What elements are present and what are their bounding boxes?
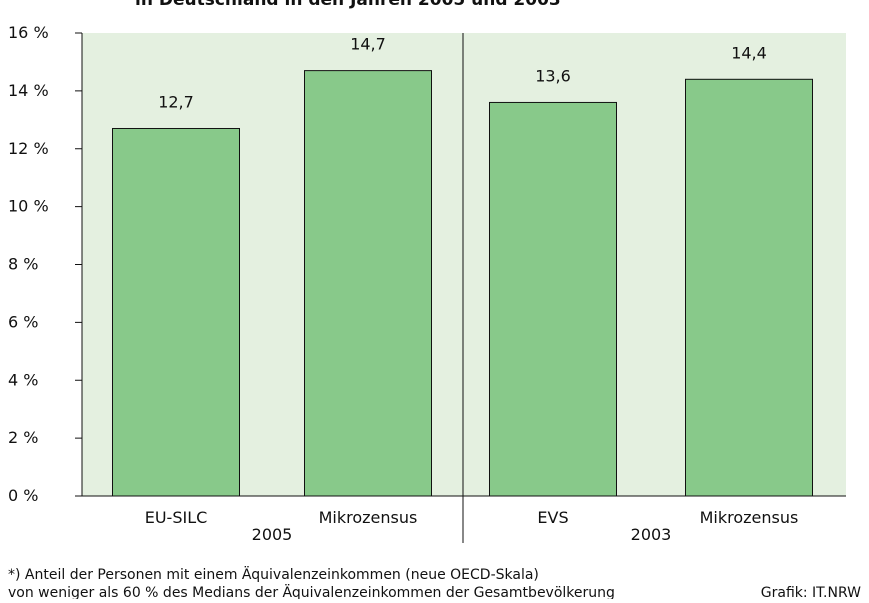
y-axis-ticks [75, 32, 82, 497]
y-axis-tick-label: 10 % [8, 197, 49, 216]
bar-value-label: 12,7 [158, 92, 194, 111]
y-axis-tick-label: 4 % [8, 370, 38, 389]
chart-title: in Deutschland in den Jahren 2005 und 20… [135, 0, 561, 10]
x-axis-group-label: 2003 [631, 525, 672, 544]
bar-value-label: 14,4 [731, 43, 767, 62]
x-axis-group-labels: 2005 2003 [252, 525, 672, 544]
x-axis-category-label: Mikrozensus [700, 508, 799, 527]
bar-value-label: 13,6 [535, 66, 571, 85]
bar [304, 70, 432, 497]
footnote-line-2: von weniger als 60 % des Medians der Äqu… [8, 583, 615, 599]
y-axis-tick-label: 2 % [8, 428, 38, 447]
value-labels: 12,7 14,7 13,6 14,4 [158, 35, 767, 112]
y-axis-tick-label: 6 % [8, 312, 38, 331]
x-axis-category-label: EU-SILC [145, 508, 208, 527]
bar [685, 78, 813, 497]
y-axis-labels: 0 % 2 % 4 % 6 % 8 % 10 % 12 % 14 % 16 % [8, 23, 49, 505]
footnote-line-1: *) Anteil der Personen mit einem Äquival… [8, 565, 539, 583]
bars [112, 70, 813, 497]
y-axis-tick-label: 14 % [8, 81, 49, 100]
x-axis-category-label: Mikrozensus [319, 508, 418, 527]
x-axis-group-label: 2005 [252, 525, 293, 544]
x-axis-category-labels: EU-SILC Mikrozensus EVS Mikrozensus [145, 508, 799, 527]
y-axis-tick-label: 12 % [8, 139, 49, 158]
y-axis-tick-label: 8 % [8, 255, 38, 274]
bar [112, 127, 240, 497]
bar [489, 101, 617, 497]
x-axis-category-label: EVS [537, 508, 568, 527]
y-axis-tick-label: 16 % [8, 23, 49, 42]
bar-value-label: 14,7 [350, 35, 386, 54]
source-credit: Grafik: IT.NRW [761, 585, 861, 599]
y-axis-tick-label: 0 % [8, 486, 38, 505]
